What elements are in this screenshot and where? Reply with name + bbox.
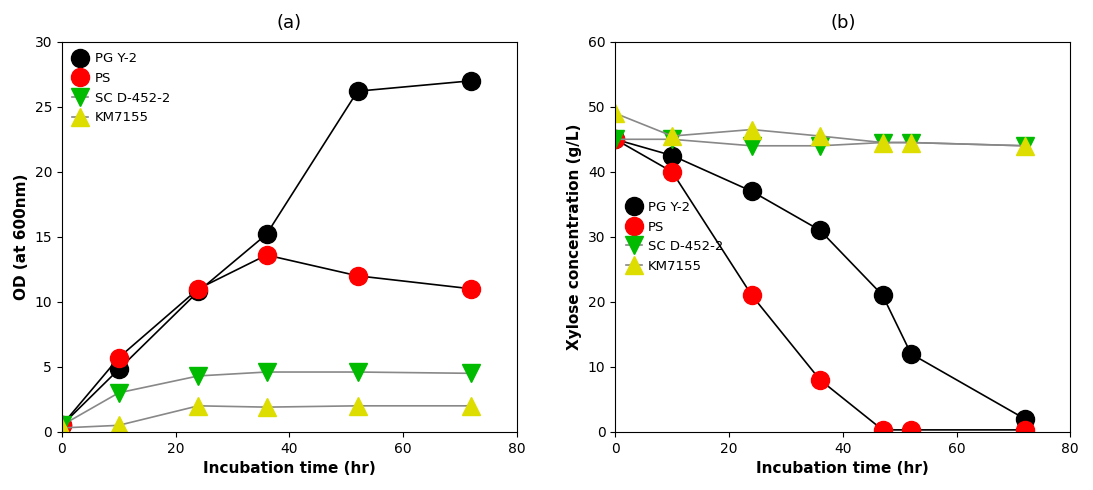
- SC D-452-2: [1019, 143, 1032, 149]
- KM7155: [465, 403, 478, 409]
- PS: [191, 286, 204, 292]
- SC D-452-2: [813, 143, 826, 149]
- SC D-452-2: [875, 140, 889, 146]
- KM7155: [1019, 143, 1032, 149]
- KM7155: [905, 140, 918, 146]
- Title: (a): (a): [277, 14, 302, 32]
- PS: [609, 136, 622, 142]
- Legend: PG Y-2, PS, SC D-452-2, KM7155: PG Y-2, PS, SC D-452-2, KM7155: [622, 197, 728, 277]
- Line: SC D-452-2: SC D-452-2: [52, 363, 481, 434]
- KM7155: [351, 403, 364, 409]
- SC D-452-2: [191, 373, 204, 379]
- Line: KM7155: KM7155: [607, 104, 1034, 155]
- SC D-452-2: [609, 136, 622, 142]
- PS: [465, 286, 478, 292]
- Line: PG Y-2: PG Y-2: [607, 130, 1034, 428]
- KM7155: [113, 422, 126, 428]
- PS: [56, 422, 69, 428]
- Line: PS: PS: [52, 246, 481, 434]
- SC D-452-2: [666, 136, 679, 142]
- KM7155: [745, 126, 759, 132]
- PG Y-2: [875, 293, 889, 298]
- KM7155: [666, 133, 679, 139]
- KM7155: [875, 140, 889, 146]
- Line: PG Y-2: PG Y-2: [52, 72, 481, 434]
- PS: [745, 293, 759, 298]
- PG Y-2: [745, 188, 759, 194]
- PS: [813, 377, 826, 383]
- Y-axis label: OD (at 600nm): OD (at 600nm): [14, 173, 28, 300]
- PG Y-2: [56, 422, 69, 428]
- KM7155: [56, 425, 69, 431]
- Title: (b): (b): [830, 14, 856, 32]
- PG Y-2: [351, 88, 364, 94]
- SC D-452-2: [465, 370, 478, 376]
- PS: [1019, 427, 1032, 433]
- KM7155: [191, 403, 204, 409]
- PG Y-2: [1019, 416, 1032, 422]
- KM7155: [813, 133, 826, 139]
- SC D-452-2: [260, 369, 273, 375]
- PS: [260, 252, 273, 258]
- Legend: PG Y-2, PS, SC D-452-2, KM7155: PG Y-2, PS, SC D-452-2, KM7155: [69, 49, 174, 128]
- PS: [113, 355, 126, 361]
- PG Y-2: [113, 367, 126, 372]
- Line: SC D-452-2: SC D-452-2: [607, 130, 1034, 155]
- PG Y-2: [813, 227, 826, 233]
- PG Y-2: [465, 78, 478, 84]
- PS: [905, 427, 918, 433]
- PG Y-2: [609, 136, 622, 142]
- PG Y-2: [260, 231, 273, 237]
- PS: [875, 427, 889, 433]
- SC D-452-2: [56, 422, 69, 428]
- SC D-452-2: [745, 143, 759, 149]
- Line: KM7155: KM7155: [52, 397, 481, 437]
- Y-axis label: Xylose concentration (g/L): Xylose concentration (g/L): [567, 123, 583, 350]
- PS: [351, 273, 364, 279]
- X-axis label: Incubation time (hr): Incubation time (hr): [203, 461, 376, 476]
- SC D-452-2: [113, 390, 126, 396]
- Line: PS: PS: [607, 130, 1034, 439]
- PG Y-2: [666, 152, 679, 158]
- KM7155: [260, 404, 273, 410]
- KM7155: [609, 110, 622, 116]
- PS: [666, 169, 679, 175]
- PG Y-2: [191, 289, 204, 294]
- SC D-452-2: [351, 369, 364, 375]
- X-axis label: Incubation time (hr): Incubation time (hr): [756, 461, 929, 476]
- PG Y-2: [905, 351, 918, 357]
- SC D-452-2: [905, 140, 918, 146]
